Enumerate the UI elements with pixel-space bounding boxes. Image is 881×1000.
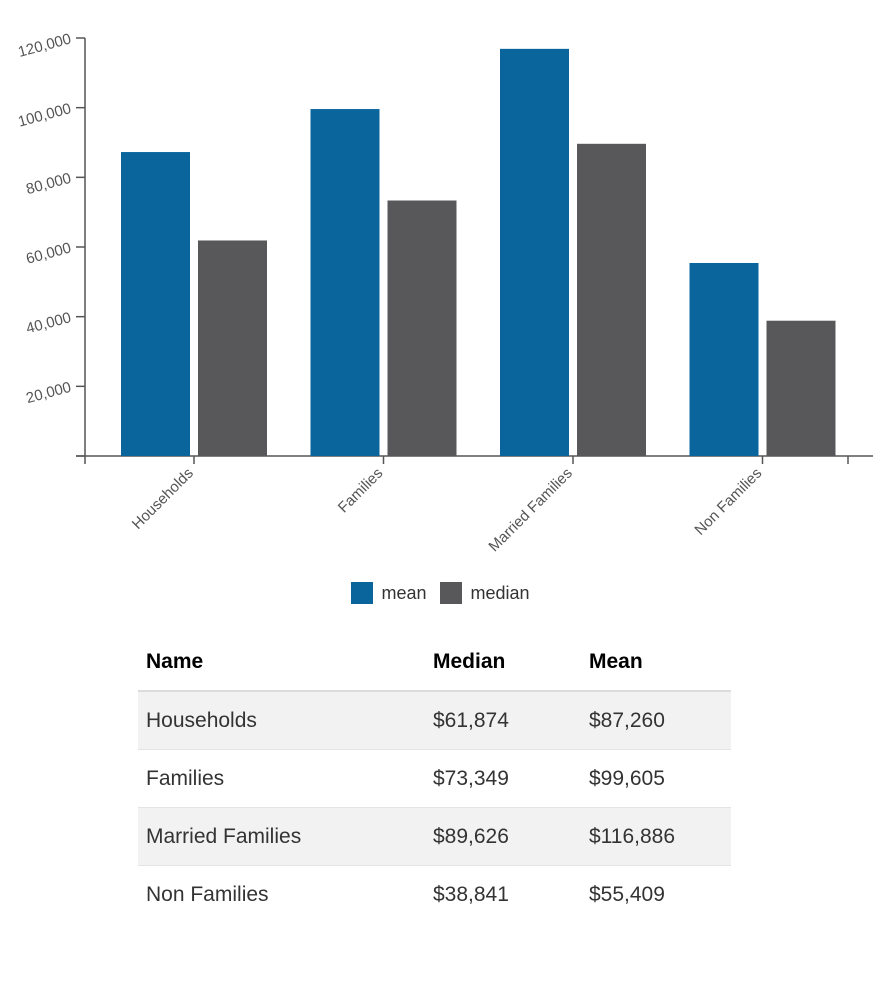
legend-item-median: median (440, 582, 530, 604)
y-tick-label: 120,000 (16, 30, 73, 60)
cell-name: Households (138, 691, 425, 750)
cell-mean: $55,409 (589, 882, 665, 906)
header-mean: Mean (581, 634, 731, 692)
chart-legend: mean median (0, 582, 881, 604)
cell-name: Families (138, 749, 425, 808)
x-tick-label: Married Families (485, 465, 575, 555)
cell-median: $61,874 (425, 691, 581, 750)
bar-mean (121, 152, 190, 457)
legend-label-median: median (470, 582, 530, 603)
y-tick-label: 80,000 (24, 170, 73, 198)
header-median: Median (425, 634, 581, 692)
x-tick-label: Families (335, 465, 387, 517)
legend-swatch-median (440, 582, 463, 604)
legend-swatch-mean (351, 582, 374, 604)
bar-median (198, 240, 267, 456)
x-tick-label: Non Families (691, 465, 765, 539)
header-name: Name (138, 634, 425, 692)
table-row: Non Families $38,841 $55,409 (138, 866, 731, 924)
cell-name: Non Families (146, 882, 269, 906)
cell-mean: $87,260 (581, 691, 731, 750)
cell-median: $73,349 (425, 749, 581, 808)
y-tick-label: 100,000 (16, 100, 73, 130)
income-table: Name Median Mean Households $61,874 $87,… (138, 634, 731, 923)
y-tick-label: 40,000 (24, 309, 73, 337)
table-header-row: Name Median Mean (138, 634, 731, 692)
cell-mean: $116,886 (581, 807, 731, 866)
bar-median (387, 200, 457, 456)
y-tick-label: 60,000 (24, 239, 73, 267)
x-tick-label: Households (129, 465, 197, 533)
cell-median: $89,626 (425, 807, 581, 866)
bar-median (577, 143, 646, 456)
cell-median: $38,841 (433, 882, 509, 906)
bar-median (766, 320, 836, 456)
table-row: Households $61,874 $87,260 (138, 691, 731, 750)
table-row: Families $73,349 $99,605 (138, 749, 731, 808)
legend-label-mean: mean (381, 582, 427, 603)
bar-chart: 20,000 40,000 60,000 80,000 100,000 120,000 Ho… (16, 30, 873, 555)
bar-mean (500, 48, 569, 456)
table-row: Married Families $89,626 $116,886 (138, 807, 731, 866)
bar-mean (689, 262, 759, 456)
bar-mean (310, 109, 380, 457)
cell-mean: $99,605 (581, 749, 731, 808)
legend-item-mean: mean (351, 582, 426, 604)
y-tick-label: 20,000 (24, 379, 73, 407)
cell-name: Married Families (138, 807, 425, 866)
